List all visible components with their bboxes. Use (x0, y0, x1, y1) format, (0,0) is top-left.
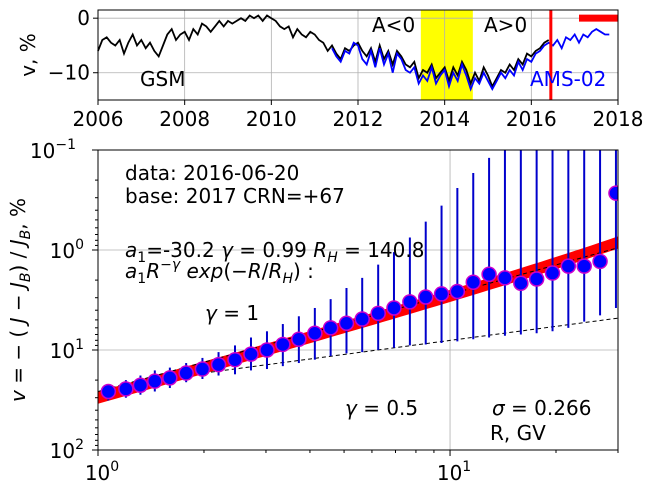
annotation-a-pos: A>0 (484, 13, 527, 37)
data-point (259, 342, 275, 358)
top-markers (549, 10, 618, 100)
data-point (291, 331, 307, 347)
data-point (275, 336, 291, 353)
data-point (178, 365, 194, 381)
data-points (100, 185, 618, 400)
annotation-sigma: σ = 0.266 (492, 396, 591, 420)
top-x-tick-label: 2016 (506, 107, 557, 131)
data-point (592, 253, 608, 270)
bottom-x-tick-label: 101 (437, 459, 471, 485)
top-x-tick-label: 2008 (159, 107, 210, 131)
data-point (322, 320, 339, 336)
bottom-ticks: 100 101 10−1 100 101 102 (30, 137, 619, 485)
bottom-panel: 100 101 10−1 100 101 102 data: 2016-06-20 bas… (6, 137, 619, 485)
bottom-xlabel: R, GV (490, 421, 546, 445)
annotation-base: base: 2017 CRN=+67 (125, 184, 345, 208)
data-point (481, 266, 497, 283)
top-ylabel: v, % (16, 33, 40, 77)
bottom-y-tick-label: 10−1 (30, 137, 76, 163)
annotation-data-date: data: 2016-06-20 (125, 161, 299, 185)
data-point (118, 381, 134, 397)
series-line-gsm (97, 14, 550, 89)
data-point (338, 315, 355, 331)
top-series (97, 14, 610, 92)
bottom-y-tick-label: 102 (50, 437, 84, 463)
data-point (576, 258, 592, 274)
annotation-gamma-1: γ = 1 (205, 301, 259, 325)
top-x-tick-label: 2012 (333, 107, 384, 131)
data-point (162, 370, 178, 386)
data-point (100, 383, 117, 400)
data-point (544, 265, 561, 281)
annotation-a-neg: A<0 (372, 13, 415, 37)
data-point (433, 286, 450, 302)
annotation-gamma-05: γ = 0.5 (345, 396, 418, 420)
data-point (528, 271, 545, 287)
top-x-tick-label: 2010 (246, 107, 297, 131)
annotation-gsm: GSM (140, 67, 185, 91)
data-point (354, 311, 370, 327)
top-y-tick-label: 0 (77, 6, 90, 30)
data-point (560, 258, 577, 274)
data-point (513, 275, 529, 291)
data-point (608, 185, 618, 201)
top-ticks: 2006 2008 2010 2012 2014 2016 2018 0 −10 (48, 6, 644, 131)
data-point (417, 289, 434, 305)
data-point (147, 373, 163, 389)
data-point (227, 351, 243, 368)
top-y-tick-label: −10 (48, 61, 90, 85)
bottom-x-tick-label: 100 (85, 459, 119, 485)
data-point (402, 294, 418, 310)
data-point (386, 300, 402, 316)
shaded-band-rect (420, 10, 473, 100)
bottom-y-tick-label: 101 (50, 337, 84, 363)
data-point (210, 356, 227, 373)
bottom-ylabel: v = − ( J − JB) / JB, % (6, 198, 34, 402)
data-point (243, 346, 259, 362)
data-point (132, 377, 149, 393)
data-point (370, 305, 386, 322)
data-point (497, 270, 513, 286)
data-point (307, 325, 323, 342)
annotation-formula: a1R−γ exp(−R/RH) : (125, 257, 314, 287)
annotation-params: a1=-30.2 γ = 0.99 RH = 140.8 (125, 238, 424, 266)
data-point (449, 283, 466, 300)
data-point (194, 361, 211, 377)
bottom-frame (97, 149, 619, 451)
top-x-tick-label: 2006 (73, 107, 124, 131)
bottom-y-tick-label: 100 (50, 237, 84, 263)
top-x-tick-label: 2018 (593, 107, 644, 131)
series-line-ams-02 (331, 28, 610, 92)
top-panel: 2006 2008 2010 2012 2014 2016 2018 0 −10 A<0 A>0… (16, 6, 643, 131)
shaded-band (420, 10, 473, 100)
annotation-ams: AMS-02 (530, 67, 606, 91)
data-point (465, 274, 482, 290)
top-x-tick-label: 2014 (419, 107, 470, 131)
